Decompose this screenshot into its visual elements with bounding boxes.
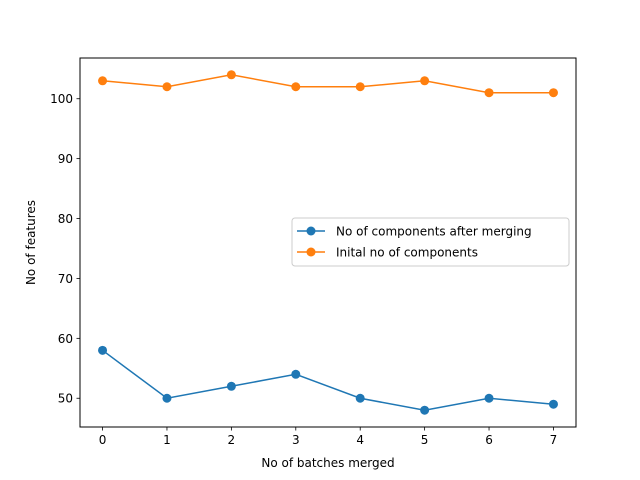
x-tick-label: 2 [228, 433, 236, 447]
data-point-series-1-x-0 [98, 76, 108, 86]
data-point-series-1-x-7 [548, 88, 558, 98]
legend: No of components after merging Inital no… [291, 217, 570, 267]
axes-frame [79, 57, 577, 428]
data-point-series-1-x-5 [420, 76, 430, 86]
data-point-series-0-x-0 [98, 345, 108, 355]
x-tick-label: 3 [292, 433, 300, 447]
x-axis-label: No of batches merged [261, 456, 394, 470]
x-tick-label: 6 [485, 433, 493, 447]
series-0 [98, 345, 558, 415]
data-point-series-0-x-6 [484, 393, 494, 403]
data-point-series-0-x-7 [548, 399, 558, 409]
y-axis-label: No of features [24, 200, 38, 285]
data-point-series-0-x-1 [162, 393, 172, 403]
y-tick-label: 90 [58, 152, 73, 166]
plot-area [98, 70, 558, 415]
data-point-series-1-x-4 [355, 82, 365, 92]
y-axis-ticks: 50 60 70 80 90 100 [50, 92, 80, 406]
y-tick-label: 50 [58, 392, 73, 406]
x-tick-label: 0 [99, 433, 107, 447]
x-tick-label: 1 [163, 433, 171, 447]
data-point-series-1-x-1 [162, 82, 172, 92]
y-tick-label: 80 [58, 212, 73, 226]
x-tick-label: 4 [356, 433, 364, 447]
data-point-series-1-x-6 [484, 88, 494, 98]
y-tick-label: 100 [50, 92, 73, 106]
series-1 [98, 70, 558, 98]
x-tick-label: 7 [550, 433, 558, 447]
legend-label-series-1: Inital no of components [336, 246, 478, 260]
y-tick-label: 60 [58, 332, 73, 346]
data-point-series-0-x-4 [355, 393, 365, 403]
series-line-1 [102, 74, 554, 94]
x-axis-ticks: 0 1 2 3 4 5 6 7 [99, 427, 558, 447]
x-tick-label: 5 [421, 433, 429, 447]
legend-label-series-0: No of components after merging [336, 225, 532, 239]
data-point-series-1-x-3 [291, 82, 301, 92]
legend-marker-series-1 [306, 247, 316, 257]
data-point-series-0-x-2 [226, 381, 236, 391]
legend-box [291, 217, 570, 267]
data-point-series-0-x-5 [420, 405, 430, 415]
legend-marker-series-0 [306, 226, 316, 236]
data-point-series-1-x-2 [226, 70, 236, 80]
data-point-series-0-x-3 [291, 369, 301, 379]
y-tick-label: 70 [58, 272, 73, 286]
series-line-0 [102, 349, 554, 411]
